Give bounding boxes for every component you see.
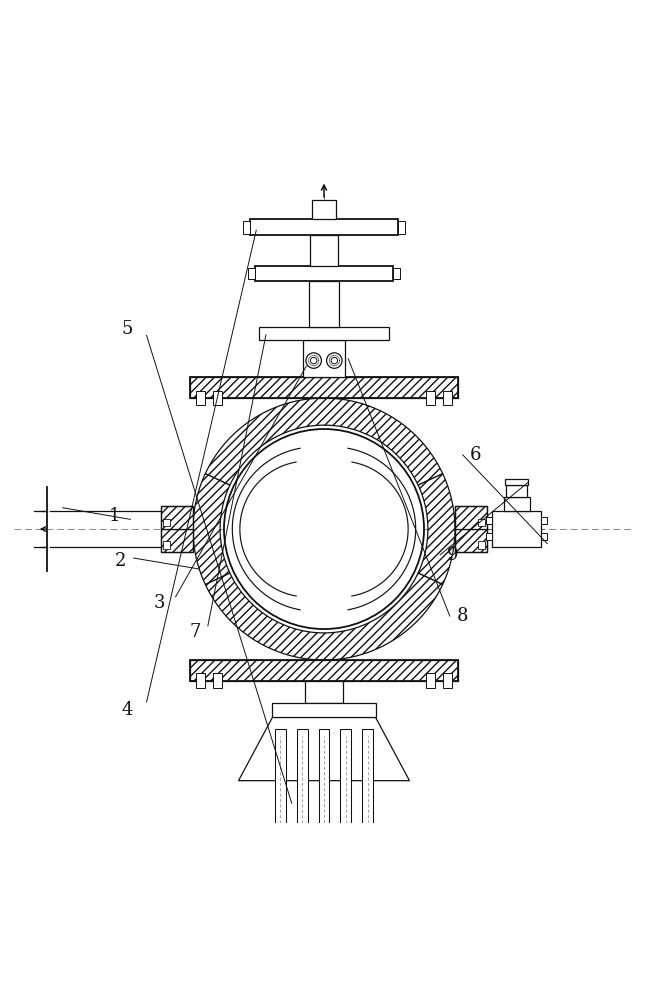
Bar [161,529,193,552]
Bar [190,377,458,398]
Bar [426,391,435,405]
Bar [190,660,458,681]
Bar [455,506,487,552]
Bar [319,729,329,829]
Bar [478,541,485,549]
Bar [426,673,435,688]
Bar [541,517,548,524]
Text: 2: 2 [115,552,126,570]
Bar [248,268,255,279]
Bar [303,340,345,377]
Bar [492,511,541,547]
Bar [506,485,527,497]
Bar [163,519,170,526]
Bar [503,497,529,511]
Bar [297,729,308,829]
Bar [259,327,389,340]
Bar [161,506,193,529]
Bar [264,328,384,339]
Bar [455,529,487,552]
Bar [478,519,485,526]
Text: 5: 5 [122,320,133,338]
Bar [272,703,376,717]
Polygon shape [418,474,455,584]
Circle shape [306,353,321,368]
Text: 4: 4 [122,701,133,719]
Bar [312,200,336,219]
Text: 9: 9 [447,546,459,564]
Bar [275,729,286,829]
Text: 8: 8 [457,607,469,625]
Bar [362,729,373,829]
Bar [541,533,548,540]
Bar [455,506,487,529]
Circle shape [224,429,424,629]
Bar [308,281,340,327]
Bar [213,673,222,688]
Bar [260,268,388,279]
Bar [393,268,400,279]
Bar [340,729,351,829]
Bar [486,517,492,524]
Bar [163,541,170,549]
Text: 1: 1 [109,507,120,525]
Circle shape [327,353,342,368]
Bar [255,221,393,234]
Circle shape [310,357,317,364]
Bar [443,673,452,688]
Text: 3: 3 [154,594,165,612]
Bar [399,221,404,234]
Bar [305,681,343,703]
Bar [161,506,193,552]
Bar [443,391,452,405]
Bar [190,377,458,398]
Polygon shape [193,474,230,584]
Text: 6: 6 [470,446,481,464]
Polygon shape [205,573,443,660]
Bar [505,479,528,485]
Bar [244,221,249,234]
Bar [249,219,399,235]
Bar [255,266,393,281]
Bar [196,391,205,405]
Bar [196,673,205,688]
Text: 7: 7 [189,623,201,641]
Polygon shape [205,398,443,485]
Bar [190,660,458,681]
Circle shape [331,357,338,364]
Bar [486,533,492,540]
Bar [213,391,222,405]
Bar [310,235,338,266]
Polygon shape [238,717,410,781]
